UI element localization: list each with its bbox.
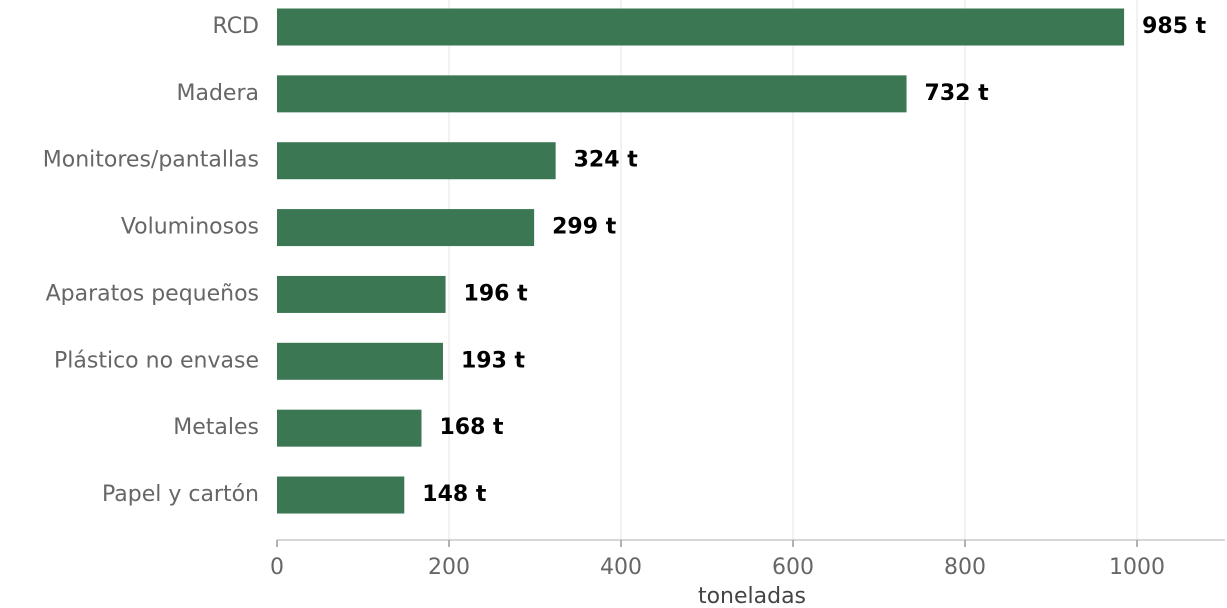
bar bbox=[277, 342, 443, 380]
x-axis-ticks: 0 200 400 600 800 1000 bbox=[270, 540, 1165, 580]
data-label: 985 t bbox=[1142, 14, 1207, 39]
bar bbox=[277, 209, 535, 247]
category-label: Voluminosos bbox=[121, 215, 259, 240]
bar bbox=[277, 75, 907, 113]
bar bbox=[277, 409, 422, 447]
category-label: Papel y cartón bbox=[102, 482, 259, 507]
bar bbox=[277, 8, 1125, 46]
data-label: 299 t bbox=[552, 215, 617, 240]
data-label: 732 t bbox=[925, 81, 990, 106]
category-label: RCD bbox=[213, 14, 260, 39]
bar bbox=[277, 142, 556, 180]
x-tick-label: 0 bbox=[270, 555, 284, 580]
category-label: Aparatos pequeños bbox=[46, 281, 259, 306]
data-label: 193 t bbox=[461, 348, 526, 373]
category-label: Plástico no envase bbox=[54, 348, 259, 373]
data-label: 148 t bbox=[422, 482, 487, 507]
x-tick-label: 800 bbox=[944, 555, 986, 580]
category-label: Madera bbox=[177, 81, 260, 106]
category-label: Monitores/pantallas bbox=[43, 148, 259, 173]
data-label: 168 t bbox=[439, 415, 504, 440]
data-label: 196 t bbox=[464, 281, 529, 306]
x-tick-label: 1000 bbox=[1109, 555, 1165, 580]
category-labels: RCD Madera Monitores/pantallas Voluminosos A… bbox=[43, 14, 259, 507]
bars bbox=[277, 8, 1125, 514]
bar bbox=[277, 476, 405, 514]
x-tick-label: 600 bbox=[772, 555, 814, 580]
x-tick-label: 200 bbox=[428, 555, 470, 580]
data-label: 324 t bbox=[574, 148, 639, 173]
category-label: Metales bbox=[173, 415, 259, 440]
value-labels: 985 t 732 t 324 t 299 t 196 t 193 t 168 t 148 t bbox=[422, 14, 1206, 507]
bar bbox=[277, 275, 446, 313]
x-axis-title: toneladas bbox=[698, 584, 806, 608]
x-tick-label: 400 bbox=[600, 555, 642, 580]
